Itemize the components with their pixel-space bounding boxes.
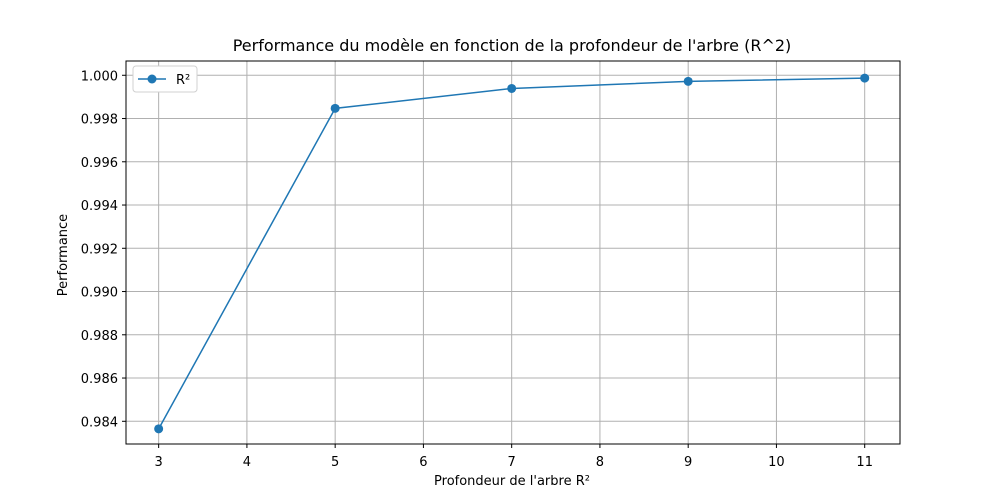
- y-tick-label: 1.000: [81, 69, 118, 84]
- y-tick-label: 0.998: [81, 113, 118, 128]
- y-tick-label: 0.990: [81, 286, 118, 301]
- chart-title: Performance du modèle en fonction de la …: [233, 36, 792, 55]
- data-point-marker: [154, 424, 164, 434]
- y-axis-label: Performance: [56, 214, 71, 296]
- x-axis-label: Profondeur de l'arbre R²: [434, 474, 590, 489]
- plot-area-frame: [125, 60, 901, 445]
- x-tick-label: 8: [596, 455, 604, 470]
- x-tick-label: 10: [768, 455, 785, 470]
- x-tick-label: 5: [331, 455, 339, 470]
- y-tick-label: 0.996: [81, 156, 118, 171]
- x-tick-label: 4: [243, 455, 251, 470]
- x-tick-label: 3: [155, 455, 163, 470]
- data-point-marker: [507, 83, 517, 93]
- legend: R²: [132, 65, 198, 93]
- x-tick-label: 9: [684, 455, 692, 470]
- series-layer: [154, 73, 870, 434]
- y-tick-label: 0.994: [81, 199, 118, 214]
- grid-lines: [126, 61, 900, 444]
- data-point-marker: [860, 73, 870, 83]
- axes: 3 4 5 6 7 8 9 10 11 0.984 0.986 0.988 0.990 0.992 0.99…: [81, 60, 901, 470]
- y-tick-label: 0.986: [81, 372, 118, 387]
- x-tick-label: 7: [508, 455, 516, 470]
- y-tick-label: 0.992: [81, 242, 118, 257]
- y-tick-label: 0.984: [81, 415, 118, 430]
- legend-label-r2: R²: [176, 73, 190, 88]
- x-tick-label: 6: [419, 455, 427, 470]
- data-point-marker: [330, 103, 340, 113]
- legend-marker-swatch: [147, 74, 157, 84]
- data-point-marker: [683, 76, 693, 86]
- y-tick-label: 0.988: [81, 329, 118, 344]
- x-tick-label: 11: [856, 455, 873, 470]
